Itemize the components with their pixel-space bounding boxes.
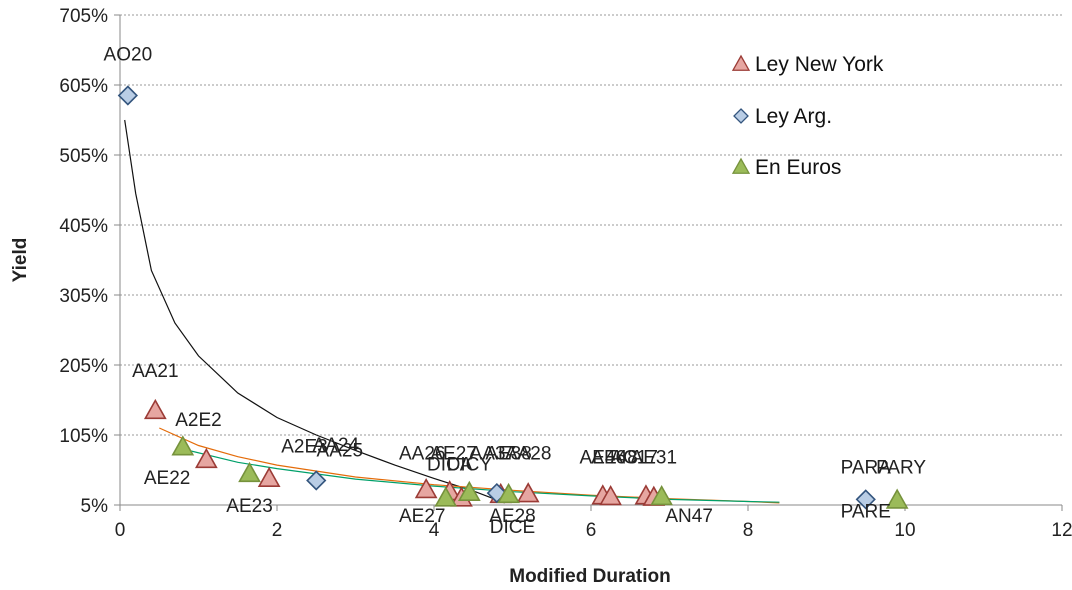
legend-marker [731,157,751,174]
point-label: AC17 [610,448,658,469]
point-label: AA25 [317,441,363,462]
x-tick-label: 2 [272,520,283,541]
data-point-aa25 [306,470,327,491]
trendline [124,119,505,504]
data-point-para [855,489,876,510]
point-label: AA26 [399,444,445,465]
point-label: AE31 [631,448,677,469]
point-label: AE23 [226,496,272,517]
legend-label: En Euros [755,156,841,179]
data-point-ae31 [650,484,674,506]
point-label: AE38 [485,444,531,465]
point-label: AE46 [580,448,626,469]
data-point-ae23 [257,466,281,488]
x-tick-label: 4 [429,520,440,541]
point-label: AO20 [104,45,153,66]
point-label: AA24 [313,435,360,456]
data-point-a2e3 [238,461,261,483]
data-point-pare [497,482,520,504]
point-label: AA21 [132,361,178,382]
point-label: DICY [447,455,493,476]
data-point-dicy [434,486,458,507]
legend-marker [731,54,751,71]
gridlines [120,14,1062,436]
point-label: DICE [490,517,535,538]
x-axis-ticks: 0 2 4 6 8 10 12 [115,505,1072,541]
point-labels: AO20AA21A2E2AE22A2E3AA24AA25AE23AA26AE27… [104,45,927,539]
data-point-dice [457,480,481,502]
data-point-aa21 [143,398,167,420]
point-label: AA37 [470,444,516,465]
x-axis-title: Modified Duration [509,566,670,587]
point-label: AE27 [399,506,445,527]
y-tick-label: 505% [59,146,108,167]
point-label: AE27 [430,444,476,465]
legend-label: Ley New York [755,53,884,76]
legend-label: Ley Arg. [755,105,832,128]
y-tick-label: 405% [59,216,108,237]
point-label: PARA [841,458,892,479]
y-tick-label: 705% [59,6,108,27]
point-label: AA28 [505,444,551,465]
point-label: AE22 [144,468,190,489]
legend-marker [733,108,749,124]
legend: Ley New York Ley Arg. En Euros [731,53,884,179]
x-tick-label: 0 [115,520,126,541]
point-label: AN47 [665,506,713,527]
data-point-pary [885,488,909,509]
point-label: AE28 [489,506,535,527]
y-axis-title: Yield [10,238,31,283]
x-tick-label: 6 [586,520,597,541]
point-label: DICA [427,455,473,476]
y-tick-label: 105% [59,426,108,447]
data-point-aa28 [516,482,540,503]
data-point-aa26 [414,477,438,499]
point-label: AE48 [591,448,637,469]
data-point-a2e2 [171,435,195,456]
data-points [117,85,909,510]
data-point-ae48 [599,484,622,506]
axes [119,15,1062,506]
point-label: A2E2 [175,410,221,431]
y-tick-label: 5% [81,496,109,517]
x-tick-label: 10 [894,520,915,541]
x-tick-label: 12 [1051,520,1072,541]
y-tick-label: 605% [59,76,108,97]
point-label: PARY [876,458,926,479]
y-axis-ticks: 5% 105% 205% 305% 405% 505% 605% 705% [59,6,120,517]
y-tick-label: 205% [59,356,108,377]
x-tick-label: 8 [743,520,754,541]
y-tick-label: 305% [59,286,108,307]
data-point-ao20 [117,85,138,106]
point-label: PARE [841,502,891,523]
data-point-ae22 [194,447,218,469]
point-label: A2E3 [281,437,327,458]
